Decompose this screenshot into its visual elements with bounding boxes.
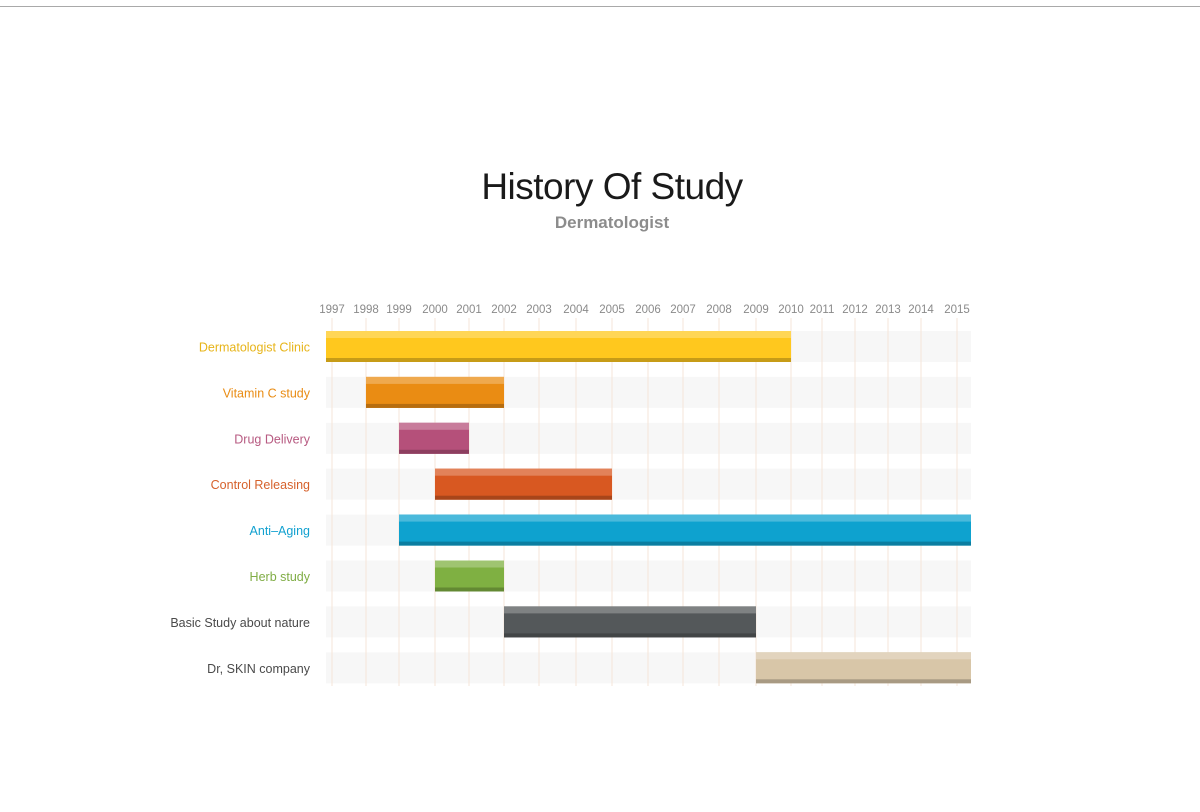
bar-highlight (756, 652, 971, 660)
bar-highlight (399, 514, 971, 522)
x-tick-label: 2013 (875, 304, 901, 316)
bar-highlight (435, 468, 612, 476)
x-tick-label: 2008 (706, 304, 732, 316)
x-tick-label: 1999 (386, 304, 412, 316)
bar-highlight (399, 422, 469, 430)
row-label: Dr, SKIN company (207, 662, 311, 676)
x-tick-label: 2007 (670, 304, 696, 316)
chart-title: History Of Study (481, 166, 743, 207)
bar-highlight (366, 376, 504, 384)
row-label: Anti–Aging (250, 524, 311, 538)
x-tick-label: 2015 (944, 304, 970, 316)
bar-shadow (435, 495, 612, 500)
bar-shadow (756, 679, 971, 684)
chart-subtitle: Dermatologist (554, 213, 670, 232)
x-tick-label: 2002 (491, 304, 517, 316)
x-tick-label: 2006 (635, 304, 661, 316)
row-label: Vitamin C study (223, 386, 311, 400)
x-tick-label: 2003 (526, 304, 552, 316)
bar-shadow (399, 449, 469, 454)
x-tick-label: 2012 (842, 304, 868, 316)
row-label: Control Releasing (211, 478, 310, 492)
x-tick-label: 2000 (422, 304, 448, 316)
x-tick-label: 2004 (563, 304, 589, 316)
row-label: Dermatologist Clinic (199, 341, 310, 355)
bar-shadow (399, 541, 971, 546)
x-tick-label: 2005 (599, 304, 625, 316)
row-label: Herb study (250, 570, 311, 584)
bar-shadow (504, 633, 756, 638)
x-tick-label: 1997 (319, 304, 345, 316)
x-tick-label: 2001 (456, 304, 482, 316)
x-tick-label: 2011 (810, 304, 835, 316)
bar-shadow (366, 403, 504, 408)
x-tick-label: 2010 (778, 304, 804, 316)
bar-highlight (326, 331, 791, 338)
bar-highlight (435, 560, 504, 568)
top-divider (0, 6, 1200, 7)
x-tick-label: 2014 (908, 304, 934, 316)
bar-shadow (435, 587, 504, 592)
row-label: Drug Delivery (234, 432, 310, 446)
bar-highlight (504, 606, 756, 614)
x-tick-label: 2009 (743, 304, 769, 316)
x-tick-label: 1998 (353, 304, 379, 316)
bar-shadow (326, 358, 791, 362)
row-label: Basic Study about nature (170, 616, 310, 630)
